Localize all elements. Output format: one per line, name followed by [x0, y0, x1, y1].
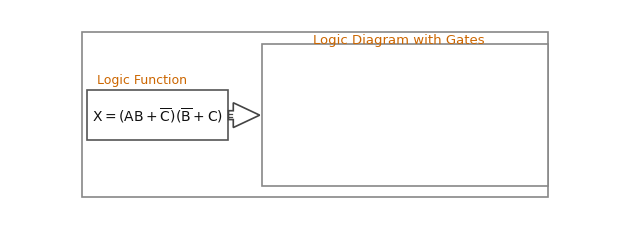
Text: $\mathrm{X = (AB+\overline{C})(\overline{B}+C)}$: $\mathrm{X = (AB+\overline{C})(\overline…	[92, 106, 223, 125]
Text: Logic Function: Logic Function	[97, 74, 187, 87]
Bar	[262, 45, 548, 186]
Polygon shape	[228, 103, 260, 128]
Text: Logic Diagram with Gates: Logic Diagram with Gates	[313, 34, 485, 47]
Bar	[87, 91, 228, 140]
